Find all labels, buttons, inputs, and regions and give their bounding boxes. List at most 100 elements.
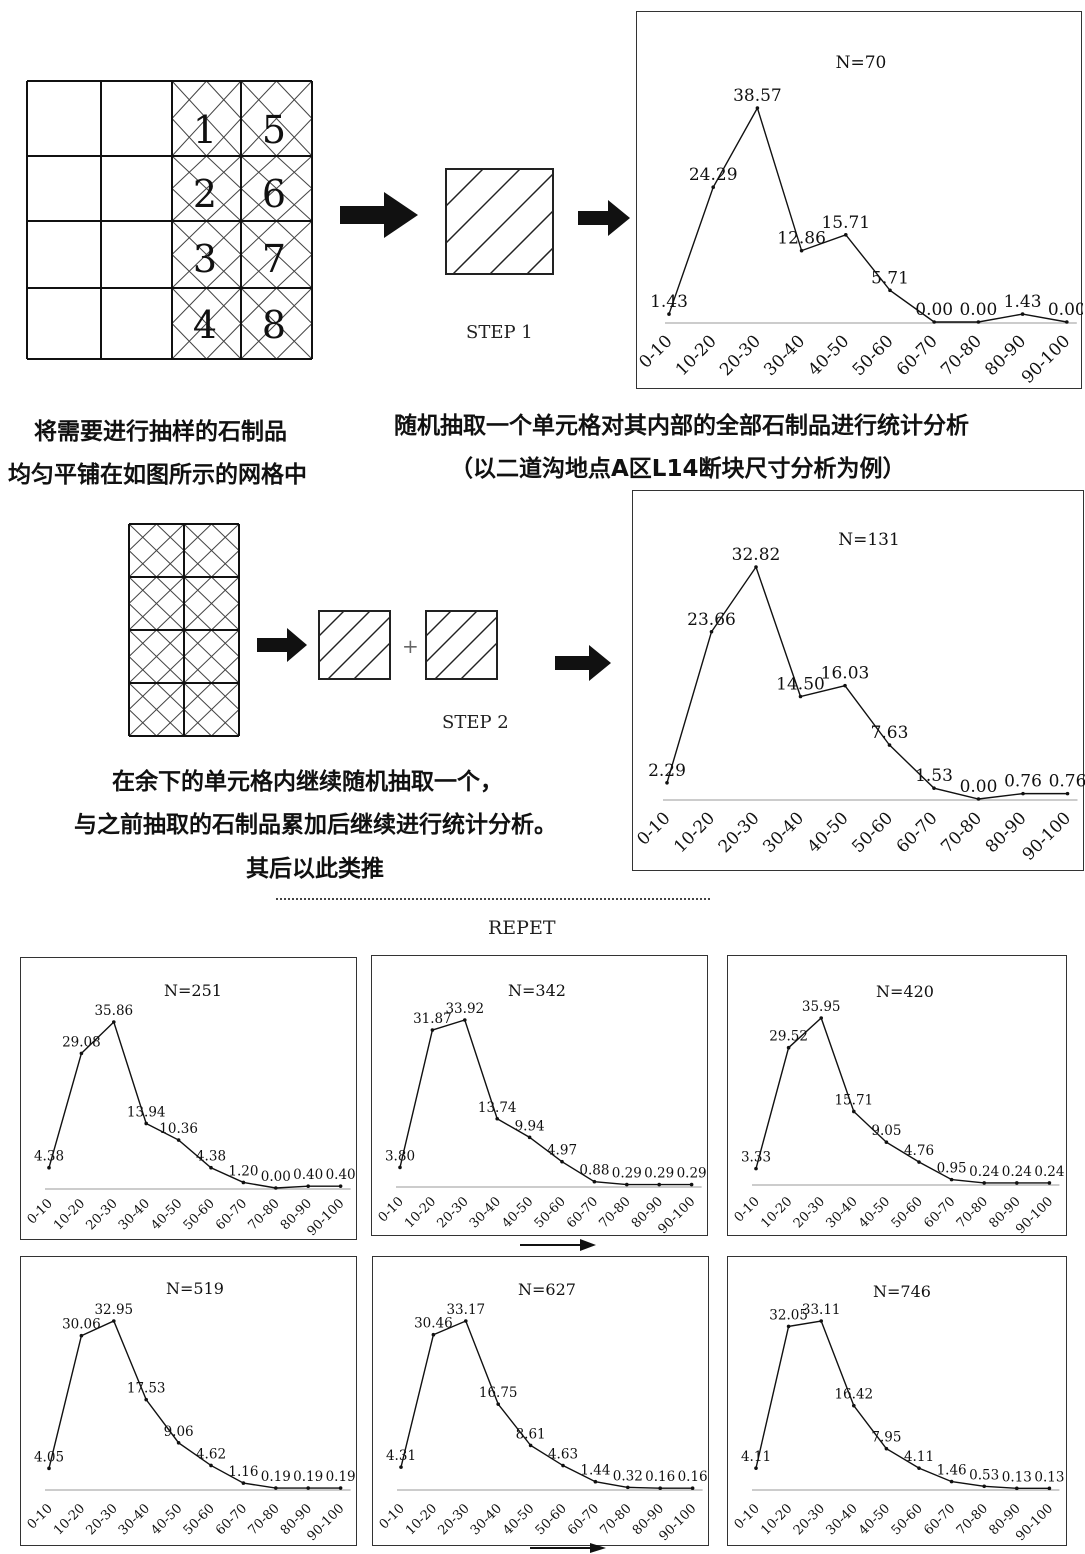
- x-tick-label: 10-20: [672, 331, 721, 380]
- data-point: [888, 288, 892, 293]
- x-tick-label: 30-40: [824, 1194, 861, 1231]
- data-label: 0.24: [969, 1164, 999, 1180]
- hatch-line: [206, 254, 242, 289]
- data-point: [798, 694, 803, 699]
- data-label: 3.80: [385, 1148, 415, 1164]
- hatch-line: [171, 323, 207, 360]
- data-label: 29.08: [62, 1034, 101, 1050]
- x-tick-label: 10-20: [758, 1501, 795, 1538]
- x-tick-label: 30-40: [116, 1501, 153, 1538]
- chart-n131: N=131 2.29 0-10 23.66 10-20 32.82 20-30 14.50 30…: [633, 530, 1085, 865]
- hatch-line: [183, 576, 212, 604]
- chart-panel-n519: N=519 4.05 0-10 30.06 10-20 32.95 20-30 17.53 30…: [20, 1256, 357, 1546]
- data-label: 0.00: [960, 777, 998, 797]
- series-line: [666, 565, 1068, 800]
- hatch-line: [240, 188, 277, 222]
- data-label: 32.82: [732, 545, 781, 565]
- x-tick-label: 30-40: [760, 331, 809, 380]
- hatch-line: [171, 155, 207, 189]
- data-label: 5.71: [871, 268, 909, 288]
- x-tick-label: 90-100: [1013, 1194, 1056, 1237]
- data-point: [496, 1402, 500, 1406]
- thin-arrow-right-icon: [520, 1239, 596, 1251]
- x-tick-label: 10-20: [402, 1194, 439, 1231]
- x-tick-label: 70-80: [246, 1196, 283, 1233]
- data-point: [593, 1479, 598, 1484]
- x-tick-label: 30-40: [467, 1194, 504, 1231]
- hatch-line: [183, 656, 212, 684]
- data-point: [306, 1184, 311, 1188]
- data-label: 0.00: [959, 300, 997, 320]
- data-point: [1065, 791, 1070, 796]
- data-point: [528, 1443, 533, 1448]
- series-line: [399, 1019, 692, 1186]
- data-point: [209, 1165, 213, 1170]
- data-label: 0.88: [579, 1163, 609, 1179]
- data-label: 1.16: [228, 1464, 258, 1480]
- x-tick-label: 90-100: [304, 1501, 347, 1544]
- hatch-line: [128, 550, 157, 578]
- chart-panel-n746: N=746 4.11 0-10 32.05 10-20 33.11 20-30 16.42 30…: [727, 1256, 1067, 1546]
- x-tick-label: 40-50: [804, 808, 853, 857]
- data-label: 35.95: [802, 999, 841, 1015]
- caption-left-2: 均匀平铺在如图所示的网格中: [8, 462, 307, 488]
- x-tick-label: 60-70: [921, 1194, 958, 1231]
- caption-step2-2: 与之前抽取的石制品累加后继续进行统计分析。: [74, 812, 557, 838]
- x-tick-label: 20-30: [436, 1501, 473, 1538]
- cell-number-8: 8: [262, 303, 286, 347]
- x-tick-label: 10-20: [51, 1196, 88, 1233]
- data-point: [430, 1028, 435, 1032]
- x-tick-label: 30-40: [824, 1501, 861, 1538]
- chart-title: N=131: [838, 530, 900, 550]
- x-tick-label: 10-20: [670, 808, 719, 857]
- x-tick-label: 40-50: [148, 1196, 185, 1233]
- data-label: 16.75: [479, 1385, 518, 1401]
- x-tick-label: 90-100: [1019, 808, 1075, 864]
- data-label: 13.74: [478, 1100, 517, 1116]
- data-label: 32.05: [769, 1307, 808, 1323]
- data-point: [799, 248, 804, 253]
- hatch-line: [276, 287, 313, 324]
- cell-number-1: 1: [193, 108, 217, 152]
- data-point: [711, 185, 715, 190]
- data-point: [949, 1479, 954, 1484]
- x-tick-label: 30-40: [759, 808, 808, 857]
- data-point: [754, 1466, 758, 1470]
- x-tick-label: 20-30: [716, 331, 765, 380]
- caption-left-1: 将需要进行抽样的石制品: [34, 419, 287, 445]
- data-point: [527, 1135, 532, 1140]
- data-point: [786, 1324, 791, 1329]
- x-tick-label: 50-60: [181, 1501, 218, 1538]
- hatched-cell-icon: [425, 610, 498, 680]
- data-label: 30.46: [414, 1316, 453, 1332]
- x-tick-label: 60-70: [213, 1501, 250, 1538]
- thin-arrow-right-icon: [530, 1543, 606, 1553]
- hatch-line: [240, 220, 277, 255]
- hatch-line: [211, 603, 240, 631]
- chart-panel-n251: N=251 4.38 0-10 29.08 10-20 35.86 20-30 13.94 30…: [20, 957, 357, 1240]
- x-tick-label: 30-40: [468, 1501, 505, 1538]
- data-point: [709, 629, 714, 634]
- hatch-line: [128, 709, 157, 737]
- data-label: 0.13: [1034, 1469, 1064, 1485]
- data-label: 15.71: [821, 213, 870, 233]
- data-point: [1065, 320, 1069, 324]
- x-tick-label: 60-70: [893, 808, 942, 857]
- data-label: 23.66: [687, 610, 736, 630]
- x-tick-label: 40-50: [148, 1501, 185, 1538]
- data-label: 14.50: [776, 675, 825, 695]
- x-tick-label: 60-70: [564, 1194, 601, 1231]
- data-label: 7.95: [871, 1430, 901, 1446]
- x-tick-label: 40-50: [499, 1194, 536, 1231]
- hatch-line: [183, 523, 212, 551]
- data-point: [241, 1481, 246, 1485]
- hatch-line: [240, 287, 277, 324]
- x-tick-label: 40-50: [856, 1501, 893, 1538]
- hatch-line: [128, 682, 185, 737]
- data-point: [949, 1177, 954, 1182]
- step1-label: STEP 1: [466, 322, 533, 343]
- hatch-line: [183, 629, 240, 684]
- hatch-line: [171, 188, 207, 222]
- arrow-right-icon: [578, 200, 630, 236]
- x-tick-label: 90-100: [656, 1501, 699, 1544]
